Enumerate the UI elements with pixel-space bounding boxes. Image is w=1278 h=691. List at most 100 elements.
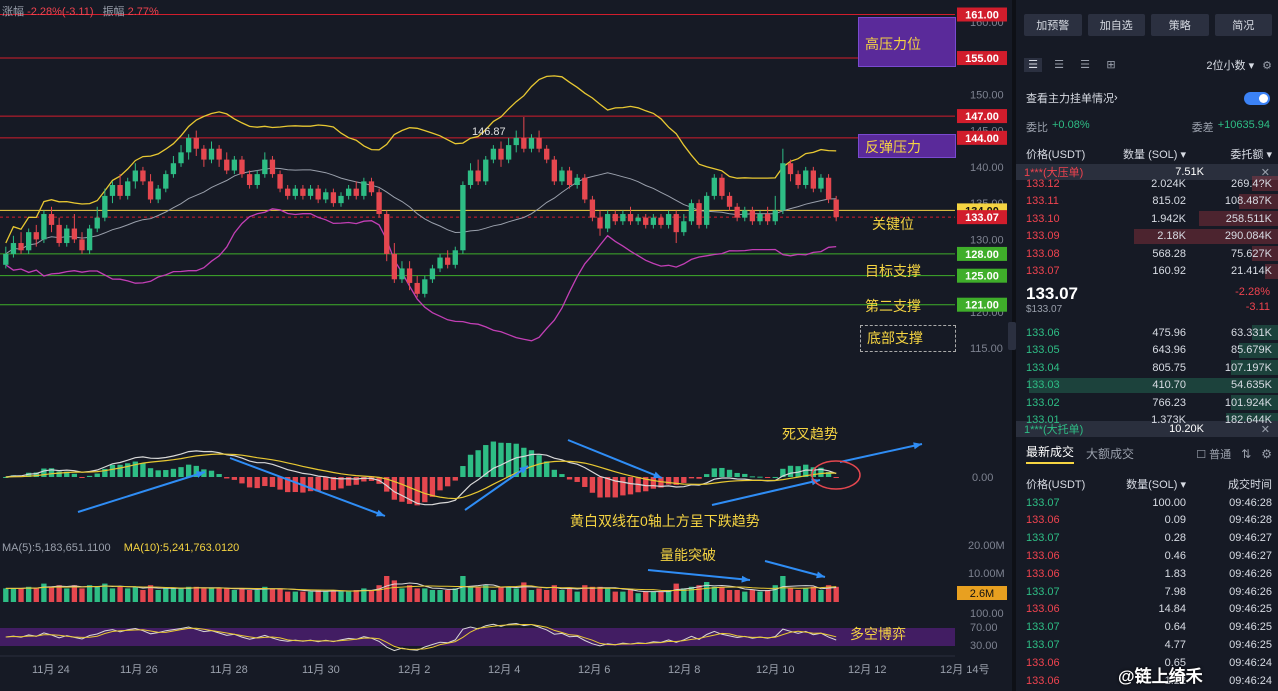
trade-row: 133.06 0.46 09:46:27 (1026, 547, 1272, 564)
ask-wall-banner[interactable]: 1***(大压单) 7.51K ✕ (1016, 164, 1278, 180)
kline-chart-canvas[interactable]: 160.00155.00150.00145.00140.00135.00130.… (0, 0, 1012, 691)
macd-bar (269, 477, 276, 487)
macd-bar (109, 464, 116, 477)
price-tag-label: 147.00 (965, 111, 999, 123)
volume-bar (361, 588, 367, 602)
macd-bar (742, 473, 748, 477)
ask-row[interactable]: 133.09 2.18K 290.084K (1016, 228, 1278, 245)
candle-body (589, 199, 596, 218)
tr-qty-header[interactable]: 数量(SOL) ▾ (1126, 479, 1186, 491)
macd-bar (612, 477, 618, 498)
bid-row[interactable]: 133.01 1.373K 182.644K (1016, 412, 1278, 429)
candle-body (231, 159, 238, 171)
tab-latest-trades[interactable]: 最新成交 (1026, 443, 1075, 464)
overview-button[interactable]: 简况 (1214, 14, 1272, 36)
macd-bar (643, 477, 649, 492)
volume-bar (780, 576, 786, 602)
bid-row[interactable]: 133.03 410.70 54.635K (1016, 377, 1278, 394)
gear-icon[interactable]: ⚙ (1262, 59, 1272, 72)
volume-bar (528, 590, 535, 602)
volume-bar (460, 576, 466, 602)
volume-bar (193, 586, 199, 602)
bid-row[interactable]: 133.02 766.23 101.924K (1016, 394, 1278, 411)
ask-row[interactable]: 133.07 160.92 21.414K (1016, 263, 1278, 280)
ask-row[interactable]: 133.10 1.942K 258.511K (1016, 210, 1278, 227)
macd-bar (559, 474, 565, 477)
candle-body (132, 170, 138, 182)
filter-icon[interactable]: ⇅ (1241, 446, 1252, 461)
x-tick: 12月 12 (848, 664, 887, 676)
bid-wall-banner[interactable]: 1***(大托单) 10.20K ✕ (1016, 421, 1278, 437)
candle-body (787, 163, 794, 175)
kline-chart-pane[interactable]: 160.00155.00150.00145.00140.00135.00130.… (0, 0, 1012, 691)
ask-row[interactable]: 133.08 568.28 75.627K (1016, 245, 1278, 262)
macd-bar (41, 468, 47, 477)
trade-qty: 0.09 (1164, 514, 1186, 527)
volume-bar (787, 588, 794, 602)
candle-body (582, 177, 588, 200)
oscillator-tick: 70.00 (970, 622, 998, 634)
ask-row[interactable]: 133.12 2.024K 269.4?K (1016, 175, 1278, 192)
both-sides-view-icon[interactable]: ☰ (1024, 58, 1042, 72)
macd-bar (452, 477, 458, 481)
macd-bar (711, 468, 717, 477)
macd-bar (33, 472, 39, 477)
macd-bar (117, 464, 123, 477)
macd-bar (132, 461, 138, 477)
collapse-handle[interactable] (1008, 322, 1016, 350)
strategy-button[interactable]: 策略 (1151, 14, 1209, 36)
price-tag-label: 128.00 (965, 249, 999, 261)
ob-qty-header[interactable]: 数量 (SOL) ▾ (1123, 149, 1186, 161)
close-icon[interactable]: ✕ (1260, 166, 1270, 179)
gear-icon[interactable]: ⚙ (1261, 446, 1272, 461)
tr-time-header: 成交时间 (1228, 479, 1272, 491)
macd-bar (391, 477, 398, 500)
add-watchlist-button[interactable]: 加自选 (1087, 14, 1145, 36)
volume-bar (399, 588, 405, 602)
asks-only-view-icon[interactable]: ☰ (1080, 59, 1090, 71)
trade-time: 09:46:27 (1229, 549, 1272, 562)
volume-arrow (764, 560, 826, 578)
volume-bar (711, 586, 717, 602)
candle-body (41, 214, 47, 240)
oscillator-tick: 30.00 (970, 640, 998, 652)
bull-bear-label: 多空博弈 (850, 626, 906, 642)
macd-bar (64, 471, 70, 477)
volume-bar (307, 591, 314, 602)
bid-row[interactable]: 133.04 805.75 107.197K (1016, 359, 1278, 376)
close-icon[interactable]: ✕ (1260, 423, 1270, 436)
volume-bar (285, 591, 291, 602)
bid-row[interactable]: 133.05 643.96 85.679K (1016, 342, 1278, 359)
bids-only-view-icon[interactable]: ☰ (1054, 59, 1064, 71)
volume-bar (810, 586, 817, 602)
candle-body (3, 253, 9, 265)
precision-select[interactable]: 2位小数 ▾ (1206, 57, 1254, 73)
depth-bar (1230, 395, 1278, 410)
amount-cell: 258.511K (1225, 212, 1272, 225)
depth-toggle[interactable] (1244, 91, 1270, 105)
candle-body (551, 159, 557, 182)
candle-body (56, 224, 62, 244)
tab-large-trades[interactable]: 大额成交 (1086, 447, 1135, 461)
macd-bar (673, 477, 679, 485)
candle-body (185, 137, 192, 153)
volume-bar (498, 586, 504, 602)
ask-row[interactable]: 133.11 815.02 108.487K (1016, 193, 1278, 210)
volume-bar (140, 590, 146, 602)
candle-body (422, 279, 428, 294)
trade-time: 09:46:25 (1229, 603, 1272, 616)
amount-cell: 101.924K (1224, 396, 1272, 409)
ob-amount-header[interactable]: 委托额 ▾ (1230, 149, 1272, 161)
normal-checkbox[interactable]: ☐ 普通 (1196, 448, 1232, 461)
add-alert-button[interactable]: 加预警 (1024, 14, 1082, 36)
price-tag (957, 7, 1007, 22)
volume-bar (376, 585, 382, 602)
merge-view-icon[interactable]: ⊞ (1106, 59, 1116, 71)
bid-row[interactable]: 133.06 475.96 63.331K (1016, 324, 1278, 341)
candle-body (833, 199, 839, 218)
key-level-label: 关键位 (872, 216, 914, 232)
macd-bar (551, 469, 557, 477)
bid-wall-value: 10.20K (1169, 423, 1204, 435)
depth-label: 查看主力挂单情况 (1026, 93, 1114, 105)
macd-bar (3, 477, 9, 478)
